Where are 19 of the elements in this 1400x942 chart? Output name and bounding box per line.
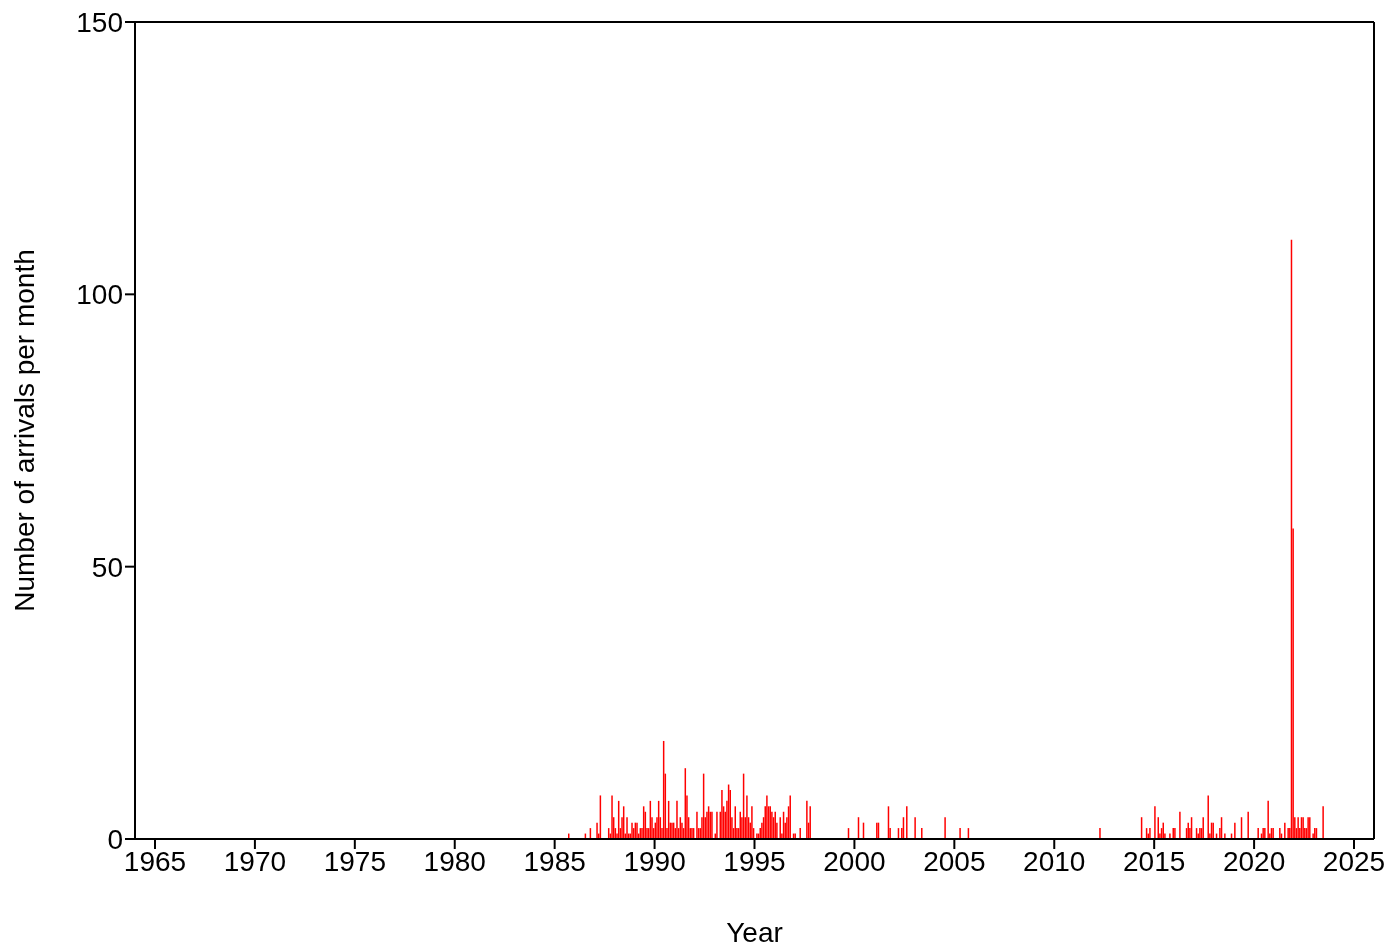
x-tick-label: 1975 (323, 845, 386, 877)
x-tick-label: 1990 (623, 845, 686, 877)
x-tick-label: 2020 (1222, 845, 1286, 877)
x-tick-label: 1985 (523, 845, 586, 877)
x-tick-label: 2015 (1123, 845, 1186, 877)
y-tick-label: 100 (76, 279, 123, 311)
x-tick-label: 2010 (1023, 845, 1086, 877)
x-tick-label: 1970 (223, 845, 287, 877)
x-tick-label: 2025 (1322, 845, 1386, 877)
x-tick-label: 2005 (923, 845, 986, 877)
y-tick-label: 150 (76, 6, 123, 38)
x-tick-label: 1980 (423, 845, 486, 877)
x-tick-label: 1965 (123, 845, 187, 877)
x-tick-label: 2000 (823, 845, 886, 877)
x-axis-title: Year (726, 917, 783, 942)
y-tick-label: 50 (91, 551, 123, 583)
y-tick-label: 0 (107, 823, 123, 855)
y-axis-title: Number of arrivals per month (8, 249, 40, 612)
x-tick-label: 1995 (723, 845, 786, 877)
